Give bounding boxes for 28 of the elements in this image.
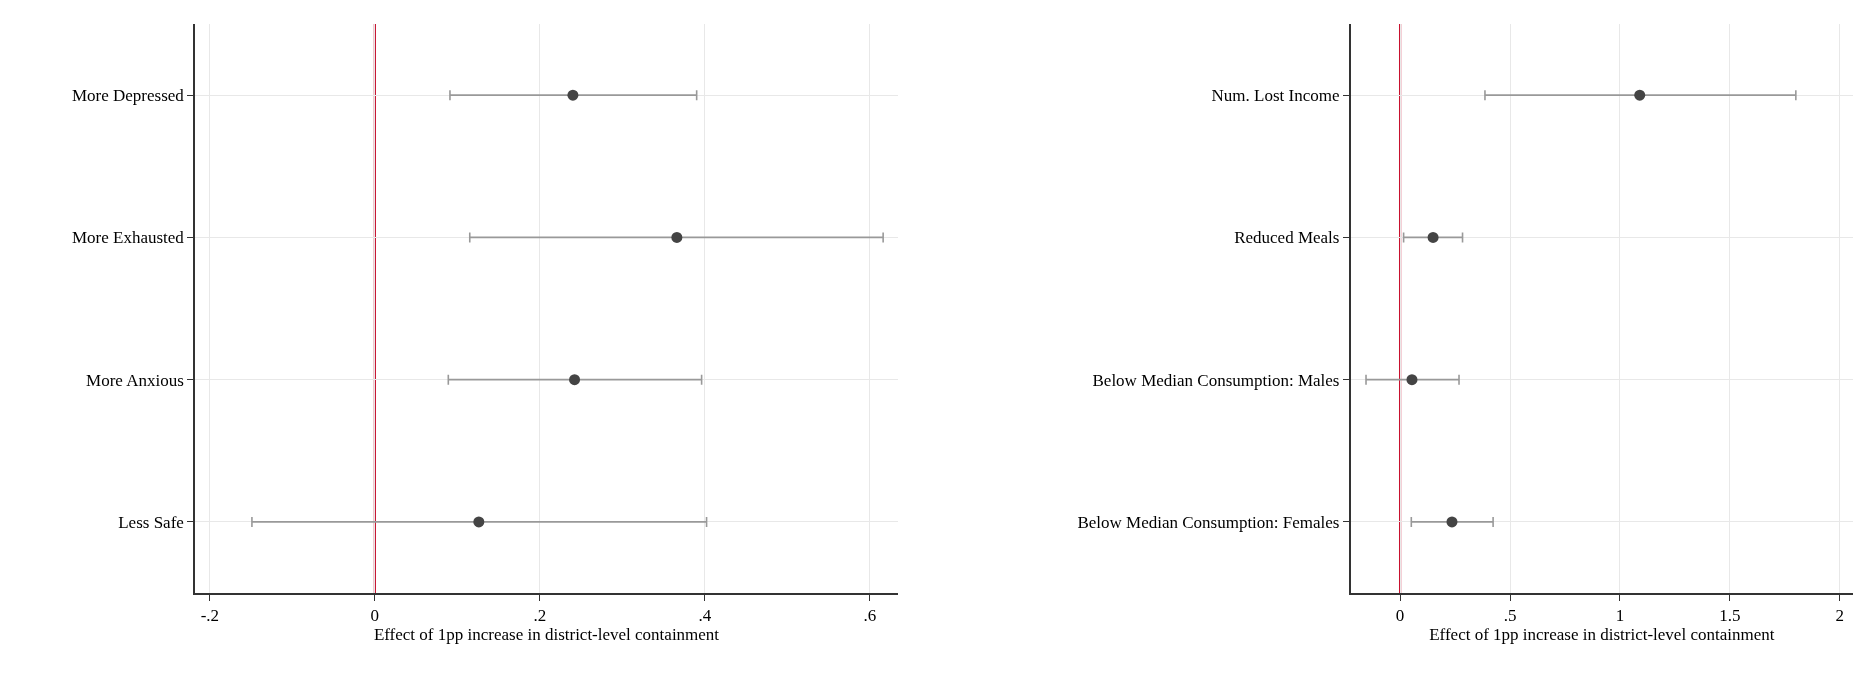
point [473,516,485,528]
x-tick-label: 1 [1615,606,1625,626]
x-tick-label: 0 [370,606,380,626]
y-tick-label: Below Median Consumption: Females [1077,512,1340,532]
point [569,374,581,386]
point [567,89,579,101]
point [671,231,683,243]
x-tick-label: -.2 [200,606,220,626]
x-tick-label: .4 [698,606,712,626]
y-tick-label: More Exhausted [71,228,185,248]
point [1427,231,1439,243]
y-tick-label: Below Median Consumption: Males [1092,370,1340,390]
point [1406,374,1418,386]
x-tick-label: .6 [863,606,877,626]
y-tick-label: Reduced Meals [1234,228,1340,248]
point [1634,89,1646,101]
x-axis-title: Effect of 1pp increase in district-level containment [1429,625,1775,645]
x-tick-label: .2 [533,606,547,626]
y-tick-label: More Anxious [86,370,184,390]
x-tick-label: 0 [1395,606,1405,626]
x-tick-label: 1.5 [1719,606,1741,626]
x-tick-label: .5 [1503,606,1517,626]
y-tick-label: Less Safe [118,512,184,532]
x-tick-label: 2 [1835,606,1845,626]
y-tick-label: More Depressed [71,86,185,106]
y-tick-label: Num. Lost Income [1211,86,1340,106]
x-axis-title: Effect of 1pp increase in district-level containment [373,625,720,645]
point [1446,516,1458,528]
